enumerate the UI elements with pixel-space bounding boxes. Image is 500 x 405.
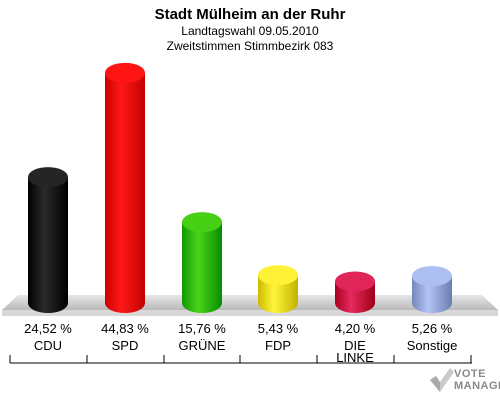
category-label-cdu: CDU bbox=[34, 338, 62, 353]
bar-top-cdu bbox=[28, 167, 68, 188]
chart-subtitle-district: Zweitstimmen Stimmbezirk 083 bbox=[166, 39, 334, 53]
category-label-gruene: GRÜNE bbox=[179, 338, 226, 353]
logo-text-vote: VOTE bbox=[454, 368, 486, 380]
bar-sonstige bbox=[412, 265, 452, 313]
category-label-spd: SPD bbox=[112, 338, 139, 353]
value-label-sonstige: 5,26 % bbox=[412, 321, 453, 336]
bar-top-spd bbox=[105, 62, 145, 83]
bar-body-cdu bbox=[28, 177, 68, 313]
value-label-spd: 44,83 % bbox=[101, 321, 149, 336]
category-label-sonstige: Sonstige bbox=[407, 338, 458, 353]
bar-top-fdp bbox=[258, 265, 298, 286]
value-label-die-linke: 4,20 % bbox=[335, 321, 376, 336]
vote-manager-logo: VOTE MANAGER bbox=[428, 366, 500, 398]
bar-top-die-linke bbox=[335, 271, 375, 292]
checkmark-icon bbox=[430, 368, 454, 392]
bar-top-sonstige bbox=[412, 265, 452, 286]
bar-body-gruene bbox=[182, 222, 222, 313]
chart-floor-front bbox=[2, 310, 498, 316]
category-label-fdp: FDP bbox=[265, 338, 291, 353]
category-label-die-linke: DIE LINKE bbox=[336, 338, 374, 365]
bar-spd bbox=[105, 62, 145, 313]
bar-die-linke bbox=[335, 271, 375, 313]
bar-fdp bbox=[258, 265, 298, 313]
value-label-gruene: 15,76 % bbox=[178, 321, 226, 336]
bar-gruene bbox=[182, 212, 222, 313]
bar-cdu bbox=[28, 167, 68, 313]
chart-subtitle-election: Landtagswahl 09.05.2010 bbox=[181, 24, 319, 38]
value-label-fdp: 5,43 % bbox=[258, 321, 299, 336]
logo-text-manager: MANAGER bbox=[454, 380, 500, 392]
bar-body-fdp bbox=[258, 275, 298, 313]
bar-top-gruene bbox=[182, 212, 222, 233]
bar-body-sonstige bbox=[412, 275, 452, 313]
value-label-cdu: 24,52 % bbox=[24, 321, 72, 336]
chart-title: Stadt Mülheim an der Ruhr bbox=[154, 6, 346, 23]
bar-body-spd bbox=[105, 72, 145, 313]
